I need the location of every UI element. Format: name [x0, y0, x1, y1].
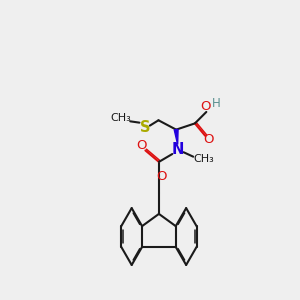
Text: CH₃: CH₃ — [193, 154, 214, 164]
Text: N: N — [172, 142, 184, 158]
Text: S: S — [140, 120, 150, 135]
Text: O: O — [156, 170, 166, 183]
Text: O: O — [204, 133, 214, 146]
Text: CH₃: CH₃ — [110, 113, 131, 123]
Text: H: H — [212, 98, 220, 110]
Text: O: O — [200, 100, 210, 113]
Polygon shape — [174, 129, 178, 145]
Text: O: O — [136, 140, 147, 152]
